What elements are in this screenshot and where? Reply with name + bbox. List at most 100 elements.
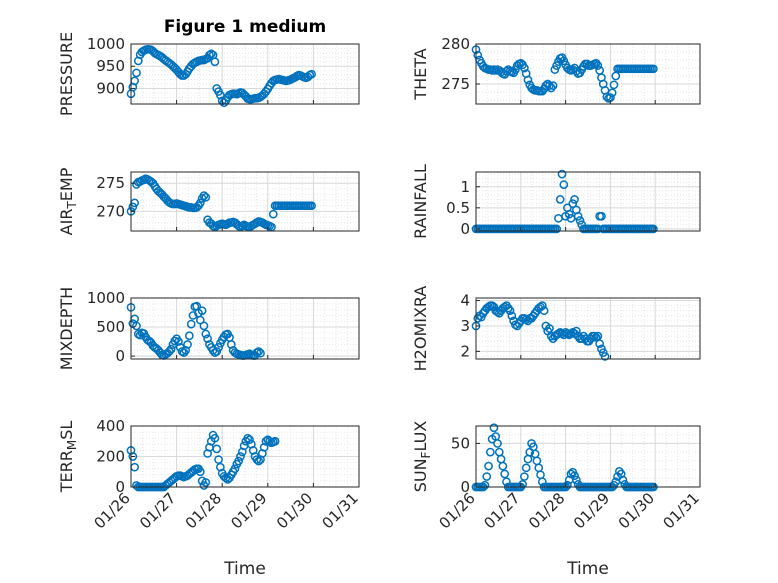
data-point [498, 461, 508, 471]
axes-frame [475, 425, 701, 488]
y-tick-label: 0 [115, 347, 125, 365]
y-axis-label-subscript: F [419, 451, 433, 458]
y-tick-label: 900 [96, 79, 125, 97]
y-tick-label: 500 [96, 318, 125, 336]
y-tick-label: 0.5 [446, 199, 470, 217]
x-tick-label: 01/31 [319, 489, 362, 532]
y-axis-label-part: RAINFALL [411, 164, 430, 239]
data-point [572, 475, 581, 485]
y-tick-label: 1000 [87, 35, 125, 53]
data-point [552, 224, 561, 234]
data-point [128, 452, 138, 461]
data-point [230, 464, 240, 474]
data-point [179, 348, 189, 357]
data-point [595, 339, 605, 349]
data-point [195, 467, 205, 477]
data-point [201, 192, 211, 202]
data-point [523, 75, 533, 85]
y-tick-label: 1 [460, 178, 470, 196]
x-tick-label: 01/27 [136, 489, 179, 532]
x-tick-label: 01/28 [525, 489, 568, 532]
y-axis-label-part: SL [57, 421, 76, 440]
data-point [132, 321, 141, 331]
y-axis-label: TERRMSL [57, 421, 79, 494]
data-point [589, 331, 599, 341]
y-tick-label: 200 [96, 448, 125, 466]
data-point [482, 472, 492, 481]
data-point [307, 201, 316, 211]
data-point [546, 83, 556, 93]
data-point [600, 352, 610, 361]
subplot-h2omixra: 2 3 4 H2OMIXRA [411, 286, 701, 371]
data-point [245, 435, 254, 445]
data-point [201, 478, 211, 487]
data-point [521, 463, 531, 473]
y-tick-label: 270 [96, 202, 125, 220]
data-point [557, 169, 567, 179]
data-point [201, 329, 211, 339]
data-point [597, 211, 606, 221]
x-tick-label: 01/27 [480, 489, 523, 532]
figure-title: Figure 1 medium [164, 17, 326, 37]
x-axis-label-left: Time [223, 559, 266, 579]
data-point [520, 63, 529, 73]
data-point [214, 343, 223, 352]
y-tick-label: 275 [441, 75, 470, 93]
y-axis-label-part: TERR [57, 450, 76, 493]
data-point [212, 347, 222, 356]
data-point [593, 61, 603, 70]
data-point [195, 198, 205, 208]
y-axis-label-part: THETA [411, 48, 430, 100]
data-point [164, 347, 174, 356]
data-point [243, 433, 253, 443]
data-point [170, 336, 180, 346]
x-tick-label: 01/30 [615, 489, 658, 532]
x-tick-label: 01/31 [660, 489, 703, 532]
y-tick-label: 3 [460, 317, 470, 335]
data-point [518, 480, 527, 489]
data-point [568, 199, 578, 208]
subplot-rainfall: 0 0.5 1 RAINFALL [411, 164, 701, 239]
axes-frame [130, 171, 360, 232]
data-point [188, 311, 198, 320]
y-axis-label-part: EMP [57, 167, 76, 201]
data-point [485, 447, 495, 457]
data-point [206, 49, 216, 59]
data-point [570, 195, 579, 204]
y-axis-label-part: SUN [411, 458, 430, 492]
data-point [166, 344, 176, 354]
data-point [555, 195, 565, 204]
y-tick-label: 2 [460, 342, 470, 360]
data-point [573, 211, 583, 221]
data-point [256, 348, 265, 358]
y-axis-label-part: AIR [57, 209, 76, 236]
data-point [252, 455, 262, 464]
subplot-mixdepth: 0 500 1000 MIXDEPTH [57, 287, 360, 370]
data-point [197, 306, 207, 316]
y-tick-label: 1000 [87, 289, 125, 307]
data-point [591, 333, 601, 342]
y-axis-label: MIXDEPTH [57, 287, 76, 370]
data-point [550, 65, 560, 74]
y-axis-label-subscript: T [65, 201, 79, 210]
x-tick-label: 01/26 [91, 489, 134, 532]
data-point [265, 436, 274, 446]
data-point [602, 92, 612, 102]
axes-frame [130, 297, 360, 360]
y-axis-label-part: LUX [411, 421, 430, 452]
x-axis-label-right: Time [566, 559, 609, 579]
x-tick-label: 01/28 [182, 489, 225, 532]
data-point [570, 471, 579, 481]
y-axis-label: THETA [411, 48, 430, 100]
data-point [591, 58, 601, 68]
data-point [493, 439, 502, 448]
data-point [480, 480, 490, 490]
data-point [552, 61, 561, 70]
x-tick-label: 01/26 [436, 489, 479, 532]
data-point [210, 433, 220, 443]
subplot-air-temp: 270 275 AIRTEMP [57, 167, 360, 236]
data-point [183, 340, 192, 349]
data-point [234, 456, 243, 466]
data-point [618, 475, 628, 485]
data-point [473, 50, 483, 60]
